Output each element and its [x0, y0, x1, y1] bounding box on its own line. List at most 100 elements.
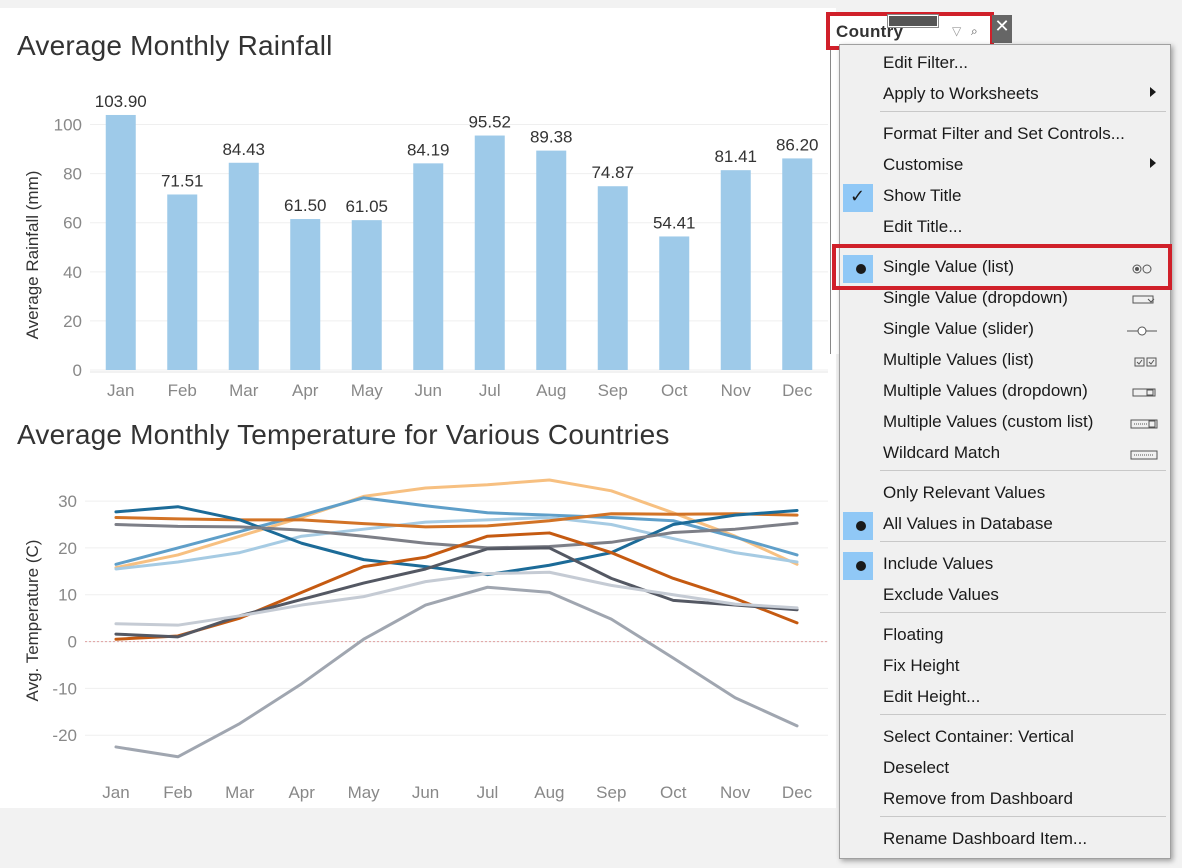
- menu-item-exclude-values[interactable]: Exclude Values: [840, 582, 1170, 612]
- temperature-series-line: [114, 531, 799, 641]
- menu-item-edit-filter[interactable]: Edit Filter...: [840, 50, 1170, 80]
- menu-item-label: Deselect: [883, 758, 950, 777]
- temperature-x-tick-label: Apr: [288, 783, 315, 802]
- temperature-y-tick-label: 20: [58, 539, 77, 558]
- menu-item-multiple-values-custom-list[interactable]: Multiple Values (custom list): [840, 409, 1170, 439]
- rainfall-bar-value-label: 84.43: [222, 140, 265, 159]
- menu-item-single-value-dropdown[interactable]: Single Value (dropdown): [840, 285, 1170, 315]
- menu-item-wildcard-match[interactable]: Wildcard Match: [840, 440, 1170, 470]
- temperature-series-line: [114, 512, 799, 529]
- multi-dropdown-icon: [1132, 386, 1158, 404]
- search-icon[interactable]: ⌕: [971, 24, 978, 38]
- menu-item-floating[interactable]: Floating: [840, 622, 1170, 652]
- radio-list-icon: [1132, 262, 1158, 280]
- temperature-line-chart[interactable]: -20 -10 0 10 20 30 Avg. Temperature (C) Jan Feb M…: [0, 463, 830, 803]
- rainfall-bar-value-label: 81.41: [714, 147, 757, 166]
- rainfall-bar-value-label: 74.87: [591, 163, 634, 182]
- temperature-series-line: [114, 585, 799, 759]
- rainfall-y-tick-label: 20: [63, 312, 82, 331]
- selected-indicator: [843, 552, 873, 580]
- menu-item-label: Customise: [883, 155, 964, 174]
- temperature-y-tick-label: 0: [68, 633, 77, 652]
- rainfall-y-tick-label: 40: [63, 263, 82, 282]
- menu-item-label: Select Container: Vertical: [883, 727, 1074, 746]
- menu-item-label: Format Filter and Set Controls...: [883, 124, 1125, 143]
- drag-handle-icon[interactable]: [888, 15, 938, 27]
- menu-separator: [880, 470, 1166, 471]
- rainfall-bar: [228, 162, 259, 370]
- temperature-chart-title: Average Monthly Temperature for Various …: [17, 419, 670, 450]
- menu-item-customise[interactable]: Customise: [840, 152, 1170, 182]
- rainfall-bar-chart[interactable]: 0 20 40 60 80 100 Average Rainfall (mm) 103.90 J…: [0, 80, 830, 480]
- selected-indicator: [843, 255, 873, 283]
- menu-separator: [880, 541, 1166, 542]
- menu-item-single-value-slider[interactable]: Single Value (slider): [840, 316, 1170, 346]
- rainfall-x-tick-label: Jul: [479, 381, 501, 400]
- bullet-icon: [856, 264, 866, 274]
- rainfall-bar-value-label: 89.38: [530, 128, 573, 147]
- menu-item-remove-from-dashboard[interactable]: Remove from Dashboard: [840, 786, 1170, 816]
- menu-item-format-filter-and-set-controls[interactable]: Format Filter and Set Controls...: [840, 121, 1170, 151]
- menu-item-label: Multiple Values (custom list): [883, 412, 1094, 431]
- bullet-icon: [856, 521, 866, 531]
- menu-item-rename-dashboard-item[interactable]: Rename Dashboard Item...: [840, 826, 1170, 856]
- rainfall-x-tick-label: May: [351, 381, 384, 400]
- checkmark-indicator: ✓: [843, 184, 873, 212]
- menu-item-label: Edit Filter...: [883, 53, 969, 72]
- menu-item-multiple-values-dropdown[interactable]: Multiple Values (dropdown): [840, 378, 1170, 408]
- menu-item-fix-height[interactable]: Fix Height: [840, 653, 1170, 683]
- rainfall-bar: [659, 236, 690, 370]
- rainfall-x-tick-label: Feb: [168, 381, 197, 400]
- rainfall-bar: [105, 114, 136, 370]
- temperature-y-axis-label: Avg. Temperature (C): [23, 540, 42, 702]
- filter-title[interactable]: Country: [836, 22, 904, 41]
- menu-separator: [880, 714, 1166, 715]
- bullet-icon: [856, 561, 866, 571]
- menu-item-label: Apply to Worksheets: [883, 84, 1039, 103]
- custom-list-icon: [1130, 417, 1158, 435]
- menu-item-label: Single Value (dropdown): [883, 288, 1068, 307]
- rainfall-chart-title: Average Monthly Rainfall: [17, 30, 333, 61]
- rainfall-bar: [782, 158, 813, 370]
- rainfall-y-tick-label: 100: [54, 116, 82, 135]
- temperature-y-tick-label: -10: [52, 679, 77, 698]
- menu-item-label: Wildcard Match: [883, 443, 1001, 462]
- menu-item-deselect[interactable]: Deselect: [840, 755, 1170, 785]
- dashboard-canvas: Average Monthly Rainfall 0 20 40 60 80 100 Ave…: [0, 8, 836, 808]
- rainfall-x-tick-label: Dec: [782, 381, 813, 400]
- rainfall-bar-value-label: 54.41: [653, 213, 696, 232]
- menu-item-apply-to-worksheets[interactable]: Apply to Worksheets: [840, 81, 1170, 111]
- temperature-y-tick-label: 10: [58, 586, 77, 605]
- menu-item-multiple-values-list[interactable]: Multiple Values (list): [840, 347, 1170, 377]
- rainfall-bar-value-label: 61.50: [284, 196, 327, 215]
- menu-item-all-values-in-database[interactable]: All Values in Database: [840, 511, 1170, 541]
- menu-item-edit-title[interactable]: Edit Title...: [840, 214, 1170, 244]
- close-icon[interactable]: ✕: [992, 15, 1012, 43]
- menu-item-label: Floating: [883, 625, 944, 644]
- menu-item-label: Rename Dashboard Item...: [883, 829, 1088, 848]
- menu-item-label: Fix Height: [883, 656, 960, 675]
- temperature-x-tick-label: Jun: [412, 783, 439, 802]
- temperature-x-tick-label: Dec: [782, 783, 813, 802]
- menu-item-label: Edit Height...: [883, 687, 981, 706]
- menu-item-only-relevant-values[interactable]: Only Relevant Values: [840, 480, 1170, 510]
- menu-item-select-container-vertical[interactable]: Select Container: Vertical: [840, 724, 1170, 754]
- menu-item-edit-height[interactable]: Edit Height...: [840, 684, 1170, 714]
- menu-item-include-values[interactable]: Include Values: [840, 551, 1170, 581]
- submenu-arrow-icon: [1150, 158, 1156, 168]
- funnel-icon[interactable]: ▽: [952, 24, 962, 38]
- temperature-x-tick-label: Jul: [477, 783, 499, 802]
- temperature-x-tick-label: Sep: [596, 783, 626, 802]
- rainfall-x-tick-label: Oct: [661, 381, 688, 400]
- selection-highlight: [832, 244, 1172, 290]
- menu-item-single-value-list[interactable]: Single Value (list): [840, 254, 1170, 284]
- rainfall-bar: [720, 170, 751, 370]
- menu-item-label: Single Value (list): [883, 257, 1015, 276]
- rainfall-bar-value-label: 86.20: [776, 135, 819, 154]
- menu-item-show-title[interactable]: ✓ Show Title: [840, 183, 1170, 213]
- rainfall-bar-value-label: 103.90: [95, 92, 147, 111]
- rainfall-y-tick-label: 80: [63, 165, 82, 184]
- menu-item-label: Exclude Values: [883, 585, 999, 604]
- rainfall-bar: [474, 135, 505, 370]
- rainfall-x-tick-label: Apr: [292, 381, 319, 400]
